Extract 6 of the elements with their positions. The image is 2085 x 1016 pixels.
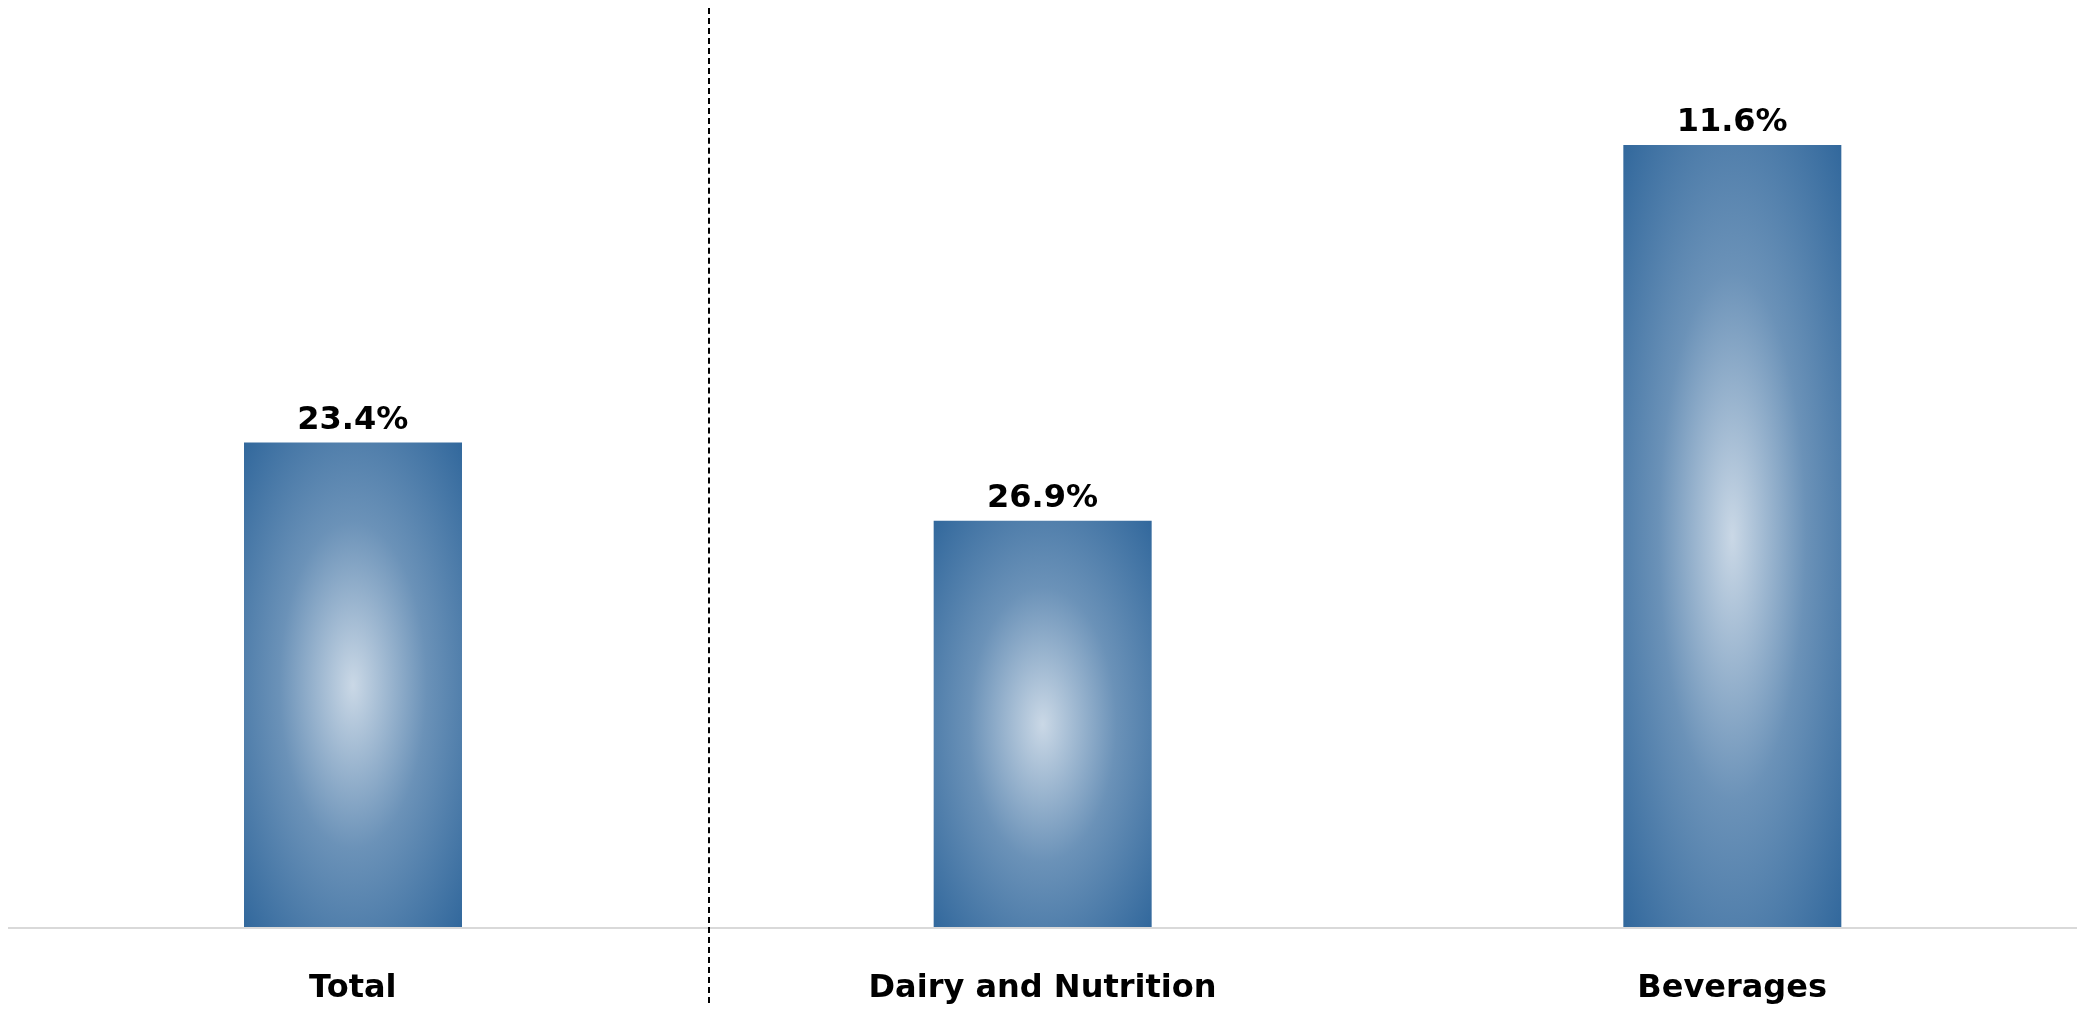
- x-tick-label: Beverages: [1637, 966, 1828, 1005]
- annotation: 26.9%: [986, 476, 1099, 515]
- x-tick-label: Dairy and Nutrition: [868, 966, 1217, 1005]
- x-tick-label: Total: [309, 966, 397, 1005]
- annotation: 11.6%: [1676, 101, 1788, 139]
- annotation: 23.4%: [297, 398, 409, 437]
